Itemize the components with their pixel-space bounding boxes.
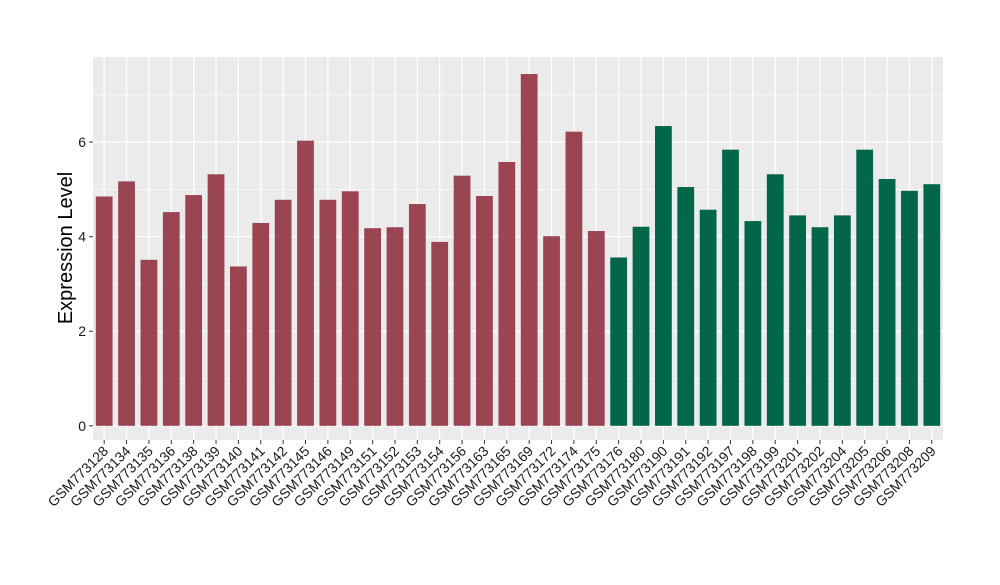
bar-GSM773139 — [207, 174, 225, 426]
bar-GSM773208 — [901, 190, 918, 426]
bar-GSM773128 — [95, 196, 113, 426]
bar-GSM773151 — [364, 228, 381, 426]
bar-GSM773206 — [878, 178, 896, 426]
bar-GSM773154 — [431, 241, 449, 426]
bar-GSM773135 — [140, 259, 158, 426]
bar-GSM773197 — [722, 149, 739, 426]
bar-GSM773142 — [274, 199, 292, 426]
bar-GSM773152 — [386, 227, 404, 426]
bar-GSM773192 — [699, 209, 717, 426]
bar-GSM773138 — [185, 195, 203, 426]
y-tick-label: 6 — [78, 134, 86, 150]
y-axis: 0 2 4 6 — [78, 134, 93, 434]
x-axis: GSM773128GSM773134GSM773135GSM773136GSM7… — [44, 440, 939, 510]
bar-GSM773175 — [587, 231, 605, 426]
bar-GSM773169 — [520, 74, 538, 426]
bar-GSM773136 — [162, 212, 180, 426]
bar-GSM773201 — [789, 215, 806, 426]
bar-GSM773174 — [565, 131, 583, 426]
y-axis-label: Expression Level — [55, 172, 77, 324]
y-tick-label: 4 — [78, 229, 86, 245]
bar-GSM773205 — [856, 149, 874, 426]
bars — [95, 74, 941, 426]
bar-GSM773198 — [744, 221, 762, 426]
bar-GSM773165 — [498, 161, 516, 426]
bar-GSM773134 — [118, 181, 135, 426]
bar-GSM773156 — [453, 175, 471, 426]
bar-GSM773146 — [319, 199, 337, 426]
bar-GSM773141 — [252, 222, 270, 426]
bar-GSM773202 — [811, 227, 829, 426]
bar-GSM773145 — [297, 140, 314, 426]
bar-GSM773140 — [230, 266, 247, 426]
bar-GSM773176 — [610, 257, 628, 426]
y-tick-label: 0 — [78, 418, 86, 434]
bar-GSM773163 — [476, 196, 493, 426]
bar-GSM773180 — [632, 226, 650, 426]
bar-GSM773153 — [408, 204, 426, 426]
bar-GSM773149 — [341, 191, 359, 426]
y-tick-label: 2 — [78, 323, 86, 339]
bar-GSM773209 — [923, 184, 941, 426]
bar-GSM773191 — [677, 187, 695, 426]
bar-GSM773190 — [655, 126, 672, 426]
bar-GSM773199 — [766, 174, 784, 426]
bar-GSM773204 — [833, 215, 851, 426]
bar-GSM773172 — [543, 236, 560, 426]
